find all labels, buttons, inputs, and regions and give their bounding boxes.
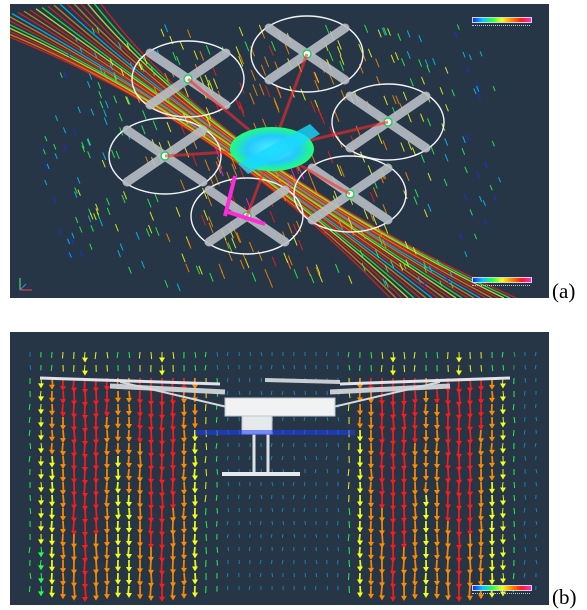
velocity-legend — [472, 582, 530, 596]
caption-b: (b) — [552, 585, 577, 610]
legend-colorbar — [472, 585, 532, 591]
velocity-legend-top — [472, 14, 530, 28]
drone-frame — [40, 378, 510, 474]
velocity-legend-bottom — [472, 274, 530, 288]
rotor-blade-left — [110, 386, 225, 392]
caption-a: (a) — [552, 279, 575, 304]
panel-a-image — [10, 4, 549, 298]
panel-b-image — [10, 332, 549, 605]
axis-triad-icon — [20, 278, 32, 290]
legend-colorbar — [472, 277, 532, 283]
panel-b-side-view — [10, 332, 549, 605]
legend-colorbar — [472, 17, 532, 23]
drone-body — [225, 398, 335, 416]
panel-a-top-view — [10, 4, 549, 298]
rotor-blade-right — [330, 386, 450, 392]
panel-b-vectors — [29, 352, 537, 602]
